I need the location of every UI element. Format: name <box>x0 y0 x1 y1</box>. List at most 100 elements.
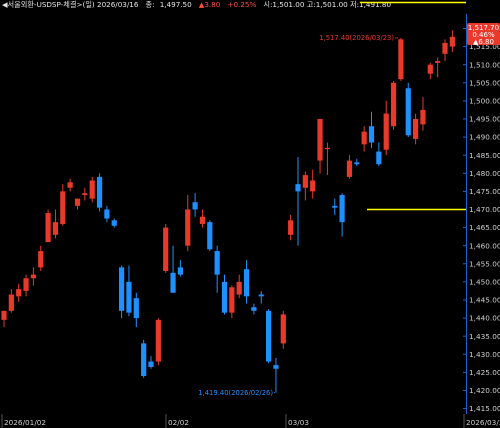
last-price-badge: 1,517.70 0.46% ▲6.80 <box>467 23 500 46</box>
y-tick-label: 1,465.00 <box>469 223 500 232</box>
candle-body <box>8 294 14 311</box>
candle-body <box>302 175 308 188</box>
candle-body <box>258 294 264 297</box>
y-tick-label: 1,495.00 <box>469 115 500 124</box>
candle-body <box>354 162 360 165</box>
candle-body <box>30 274 36 279</box>
header-change: ▲3.80 <box>199 0 221 9</box>
y-tick-label: 1,440.00 <box>469 314 500 323</box>
candle-body <box>89 180 95 199</box>
candle-body <box>427 64 433 74</box>
y-axis-ticks: 1,520.001,515.001,510.001,505.001,500.00… <box>463 24 500 413</box>
y-tick-label: 1,515.00 <box>469 42 500 51</box>
y-tick-label: 1,430.00 <box>469 350 500 359</box>
candle-body <box>74 198 81 206</box>
candle-body <box>148 361 154 367</box>
last-price-change: ▲6.80 <box>473 38 494 46</box>
candle-body <box>243 269 250 297</box>
candle-body <box>67 182 73 188</box>
candle-body <box>133 298 139 319</box>
candle-body <box>1 310 7 320</box>
candle-body <box>251 307 257 311</box>
candle-body <box>185 209 191 246</box>
candle-body <box>405 88 411 136</box>
header-close-value: 1,497.50 <box>160 0 192 9</box>
candle-body <box>273 365 279 369</box>
candle-body <box>449 36 455 47</box>
chart-header: ◀서울외환-USDSP-체결>(일) 2026/03/16 종: 1,497.5… <box>2 0 391 11</box>
x-axis-ticks: 2026/01/02 02/02 03/03 2026/03/30 <box>1 414 500 428</box>
last-price-pct: 0.46% <box>472 31 495 39</box>
y-tick-label: 1,450.00 <box>469 277 500 286</box>
y-tick-label: 1,470.00 <box>469 205 500 214</box>
y-tick-label: 1,490.00 <box>469 133 500 142</box>
low-annotation-label: 1,419.40(2026/02/26) <box>198 389 273 397</box>
candle-body <box>199 216 206 224</box>
candle-body <box>23 278 29 291</box>
candle-body <box>236 281 242 295</box>
candle-body <box>119 267 125 311</box>
last-price-badge-bg <box>467 23 500 45</box>
candle-body <box>435 61 441 63</box>
candle-body <box>413 118 419 139</box>
candle-body <box>163 227 169 272</box>
y-tick-label: 1,510.00 <box>469 60 500 69</box>
high-annotation-label: 1,517.40(2026/03/23) <box>319 34 394 42</box>
y-tick-label: 1,505.00 <box>469 78 500 87</box>
x-tick-label: 2026/03/30 <box>466 418 500 427</box>
candle-body <box>192 202 198 210</box>
candle-body <box>38 251 44 268</box>
candle-body <box>104 209 110 219</box>
candles <box>1 30 455 393</box>
candle-body <box>177 267 183 275</box>
candle-body <box>376 151 382 165</box>
candle-body <box>332 205 338 208</box>
annotations: 1,517.40(2026/03/23) 1,419.40(2026/02/26) <box>198 34 398 397</box>
horizontal-lines <box>360 1 466 211</box>
candle-body <box>207 222 213 250</box>
y-tick-label: 1,460.00 <box>469 241 500 250</box>
candle-body <box>295 184 301 192</box>
candle-body <box>155 319 161 362</box>
candle-body <box>229 287 235 313</box>
candle-body <box>346 160 353 177</box>
y-tick-label: 1,415.00 <box>469 404 500 413</box>
candle-body <box>111 220 117 226</box>
candle-body <box>361 131 367 145</box>
candle-body <box>266 310 272 362</box>
candle-body <box>398 39 404 80</box>
candle-body <box>170 272 176 293</box>
x-tick-label: 2026/01/02 <box>4 418 46 427</box>
y-tick-label: 1,420.00 <box>469 386 500 395</box>
candle-body <box>390 82 397 127</box>
y-tick-label: 1,500.00 <box>469 96 500 105</box>
candle-body <box>52 222 59 235</box>
candle-body <box>96 176 103 208</box>
candle-body <box>442 42 448 54</box>
x-tick-label: 02/02 <box>168 418 189 427</box>
candle-body <box>324 147 330 150</box>
y-tick-label: 1,480.00 <box>469 169 500 178</box>
header-ohlc: 시:1,501.00 고:1,501.00 저:1,491.80 <box>263 0 391 9</box>
header-change-pct: +0.25% <box>227 0 256 9</box>
candle-body <box>82 193 88 195</box>
y-tick-label: 1,455.00 <box>469 259 500 268</box>
y-tick-label: 1,485.00 <box>469 151 500 160</box>
y-tick-label: 1,475.00 <box>469 187 500 196</box>
candle-body <box>214 251 220 275</box>
y-tick-label: 1,445.00 <box>469 296 500 305</box>
candle-body <box>126 281 132 313</box>
candle-body <box>60 191 66 224</box>
y-tick-label: 1,425.00 <box>469 368 500 377</box>
candle-body <box>383 113 389 150</box>
candle-body <box>280 314 286 344</box>
candle-body <box>310 180 316 192</box>
last-price-value: 1,517.70 <box>468 24 499 32</box>
header-close-label: 종: <box>146 0 155 9</box>
candle-body <box>141 343 147 376</box>
candle-body <box>16 289 22 297</box>
candle-body <box>317 118 323 161</box>
candle-body <box>288 220 294 235</box>
